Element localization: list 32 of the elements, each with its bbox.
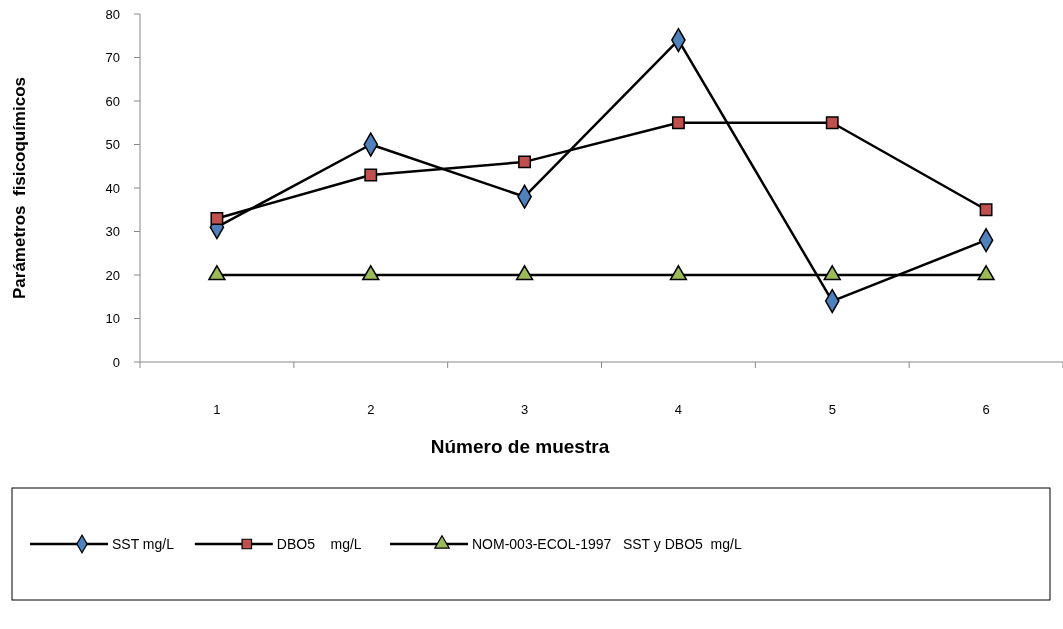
x-tick-label: 6 [982,402,990,417]
point [977,265,995,281]
y-tick-label: 60 [105,93,120,109]
point [362,265,380,281]
x-tick-label: 4 [674,402,683,417]
y-tick-label: 50 [105,137,120,153]
point [671,116,685,130]
point [364,168,378,182]
x-tick-label: 3 [520,402,529,417]
y-tick-label: 80 [105,6,120,22]
y-tick-label: 30 [105,224,120,240]
legend-label: DBO5 mg/L [276,535,362,552]
legend-label: NOM-003-ECOL-1997 SST y DBO5 mg/L [472,535,742,552]
x-tick-label: 2 [367,402,375,417]
x-tick-label: 5 [828,402,836,417]
point [515,265,534,281]
y-tick-label: 10 [105,311,120,327]
y-axis-title: Parámetros fisicoquímicos [10,76,29,300]
legend-label: SST mg/L [112,535,175,552]
y-tick-label: 20 [105,267,120,283]
y-tick-label: 70 [105,50,120,66]
point [825,116,839,130]
point [208,265,226,281]
point [518,155,532,169]
x-tick-label: 1 [213,402,221,417]
point [979,203,993,217]
point [210,212,224,225]
x-axis-title: Número de muestra [430,436,610,457]
y-tick-label: 0 [112,354,120,370]
point [669,265,688,281]
point [823,265,841,281]
y-tick-label: 40 [105,180,120,196]
